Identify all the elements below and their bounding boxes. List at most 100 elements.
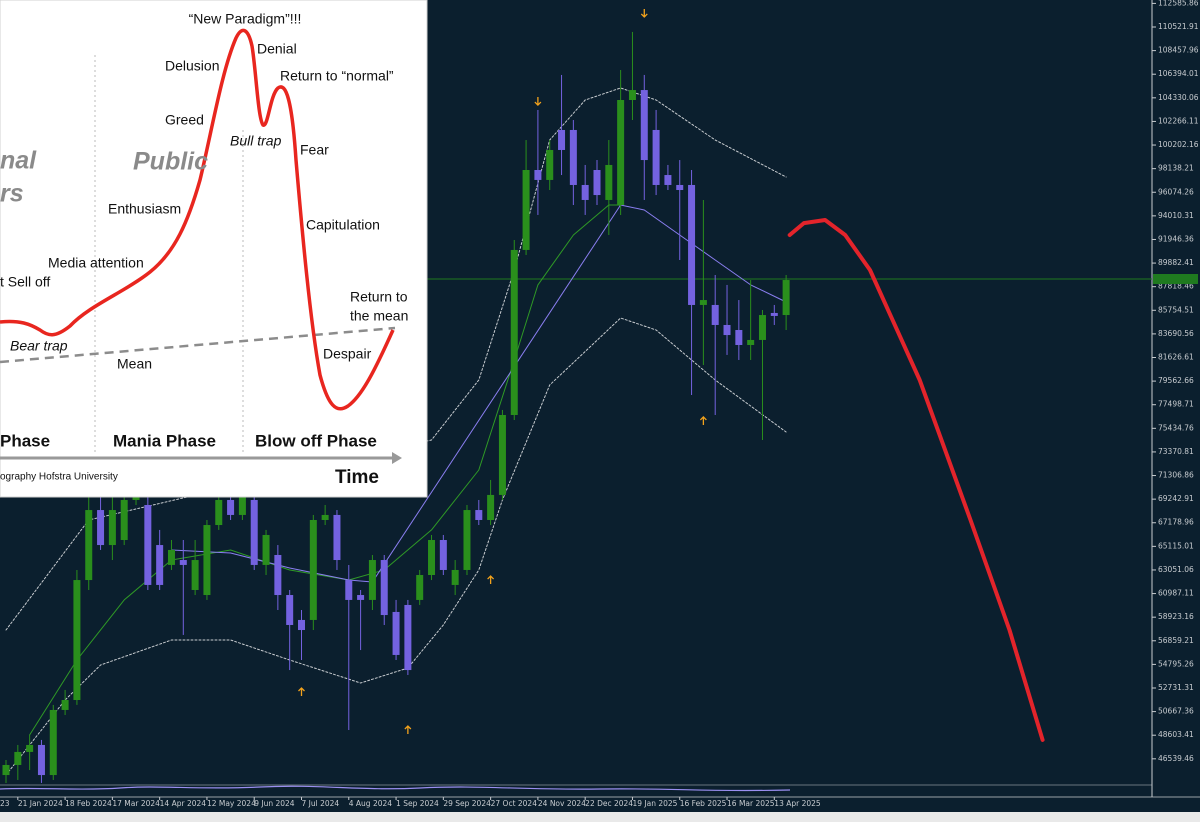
group-label: Public <box>133 148 208 176</box>
y-tick-label: 104330.06 <box>1158 93 1199 102</box>
candle-body <box>26 744 34 752</box>
x-tick-label: 14 Apr 2024 <box>160 799 207 808</box>
candle-body <box>428 540 436 576</box>
phase-label: Mania Phase <box>113 431 216 450</box>
candle-body <box>108 510 116 546</box>
candle-body <box>404 604 412 671</box>
y-tick-label: 50667.36 <box>1158 707 1194 716</box>
candle-body <box>510 249 518 415</box>
y-tick-label: 48603.41 <box>1158 730 1194 739</box>
y-tick-label: 79562.66 <box>1158 376 1194 385</box>
annotation: Media attention <box>48 255 144 271</box>
phase-label: Phase <box>0 431 50 450</box>
axis-label: Time <box>335 467 379 488</box>
buy-arrow <box>487 575 495 585</box>
candle-body <box>333 514 341 561</box>
buy-arrow <box>404 725 412 734</box>
x-tick-label: 4 Aug 2024 <box>349 799 392 808</box>
candle-body <box>569 129 577 185</box>
y-tick-label: 87818.46 <box>1158 282 1194 291</box>
x-tick-label: 27 Oct 2024 <box>491 799 538 808</box>
y-tick-label: 98138.21 <box>1158 164 1194 173</box>
candle-body <box>498 414 506 495</box>
candle-body <box>215 499 223 526</box>
candle-body <box>203 525 211 596</box>
y-tick-label: 91946.36 <box>1158 234 1194 243</box>
candle-body <box>487 494 495 520</box>
candle-body <box>238 494 246 515</box>
candle-body <box>782 280 790 316</box>
y-tick-label: 83690.56 <box>1158 329 1194 338</box>
candle-body <box>368 560 376 600</box>
group-label: nal <box>0 147 37 175</box>
candle-body <box>167 549 175 565</box>
phase-label: Blow off Phase <box>255 431 377 450</box>
annotation: Bull trap <box>230 133 282 149</box>
x-tick-label: 24 Nov 2024 <box>538 799 586 808</box>
buy-arrow <box>699 416 707 425</box>
y-tick-label: 54795.26 <box>1158 659 1194 668</box>
y-tick-label: 100202.16 <box>1158 140 1199 149</box>
candle-body <box>191 560 199 590</box>
candle-body <box>227 499 235 515</box>
candle-body <box>37 744 45 776</box>
candle-body <box>723 324 731 336</box>
window-border <box>0 812 1200 822</box>
x-tick-label: 19 Jan 2025 <box>632 799 677 808</box>
candle-body <box>73 580 81 701</box>
candle-body <box>357 595 365 600</box>
candle-body <box>321 514 329 520</box>
candle-body <box>144 505 152 585</box>
annotation: Mean <box>117 356 152 372</box>
sell-arrow <box>534 97 542 106</box>
candle-body <box>676 184 684 191</box>
y-tick-label: 65115.01 <box>1158 541 1194 550</box>
candle-body <box>451 569 459 585</box>
y-tick-label: 89882.41 <box>1158 258 1194 267</box>
candle-body <box>593 169 601 196</box>
annotation: Bear trap <box>10 338 68 354</box>
x-tick-label: 22 Dec 2024 <box>585 799 633 808</box>
candle-body <box>558 129 566 150</box>
annotation: Capitulation <box>306 217 380 233</box>
candle-body <box>85 510 93 581</box>
candle-body <box>664 175 672 185</box>
candle-body <box>758 315 766 340</box>
candle-body <box>14 751 22 765</box>
buy-arrow <box>298 687 305 697</box>
annotation: t Sell off <box>0 274 50 290</box>
y-tick-label: 110521.91 <box>1158 22 1199 31</box>
candle-body <box>298 619 305 631</box>
candle-body <box>534 169 542 180</box>
y-tick-label: 96074.26 <box>1158 187 1194 196</box>
x-tick-label: 21 Jan 2024 <box>18 799 63 808</box>
candle-body <box>735 330 743 345</box>
mean-line <box>0 326 396 364</box>
annotation: Greed <box>165 112 204 128</box>
candle-body <box>49 709 57 776</box>
source-note: ography Hofstra University <box>0 472 118 483</box>
y-tick-label: 108457.96 <box>1158 46 1199 55</box>
y-tick-label: 77498.71 <box>1158 400 1194 409</box>
sell-arrow <box>640 8 648 18</box>
candle-body <box>439 540 447 570</box>
candle-body <box>628 90 636 100</box>
y-tick-label: 56859.21 <box>1158 636 1194 645</box>
x-tick-label: 29 Sep 2024 <box>443 799 491 808</box>
candle-body <box>640 90 648 161</box>
candle-body <box>617 99 625 205</box>
y-tick-label: 58923.16 <box>1158 612 1194 621</box>
candle-body <box>770 312 778 316</box>
y-tick-label: 85754.51 <box>1158 305 1194 314</box>
candle-body <box>345 580 353 600</box>
candle-body <box>286 595 294 625</box>
candle-body <box>688 184 696 305</box>
y-tick-label: 112585.86 <box>1158 0 1199 7</box>
candle-body <box>2 764 10 776</box>
candle-body <box>747 339 755 345</box>
annotation: Denial <box>257 41 297 57</box>
x-tick-label: 13 Apr 2025 <box>774 799 821 808</box>
candle-body <box>179 560 187 565</box>
